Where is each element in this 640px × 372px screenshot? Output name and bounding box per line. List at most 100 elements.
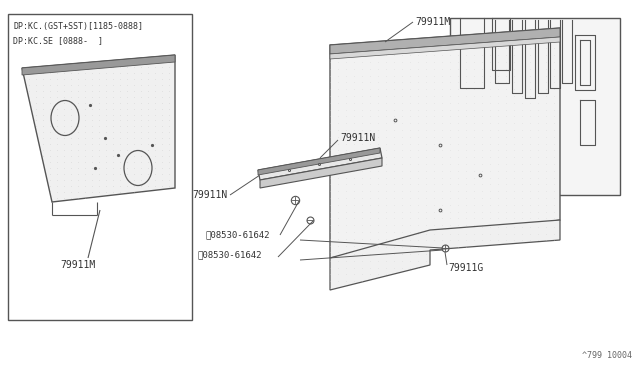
Point <box>437 202 447 208</box>
Point <box>80 112 90 118</box>
Point <box>164 100 174 106</box>
Point <box>31 76 41 82</box>
Point <box>445 244 455 250</box>
Point <box>150 177 160 183</box>
Point <box>31 94 41 100</box>
Point <box>115 64 125 70</box>
Point <box>129 135 139 141</box>
Point <box>477 154 487 160</box>
Point <box>101 124 111 129</box>
Point <box>493 86 503 92</box>
Point <box>349 249 359 255</box>
Point <box>533 39 543 45</box>
Point <box>389 215 399 221</box>
Point <box>115 159 125 165</box>
Point <box>341 174 351 180</box>
Point <box>501 107 511 113</box>
Point <box>373 100 383 106</box>
Point <box>429 147 439 153</box>
Point <box>533 147 543 153</box>
Point <box>31 118 41 124</box>
Point <box>381 107 391 113</box>
Point <box>325 285 335 291</box>
Point <box>517 141 527 147</box>
Point <box>373 182 383 187</box>
Point <box>341 278 351 284</box>
Point <box>365 272 375 278</box>
Point <box>325 222 335 228</box>
Point <box>45 94 55 100</box>
Point <box>477 209 487 215</box>
Point <box>405 80 415 86</box>
Point <box>143 177 153 183</box>
Point <box>413 215 423 221</box>
Point <box>325 154 335 160</box>
Point <box>421 188 431 194</box>
Point <box>349 229 359 235</box>
Point <box>485 39 495 45</box>
Point <box>136 64 146 70</box>
Point <box>115 177 125 183</box>
Point <box>150 82 160 88</box>
Point <box>525 182 535 187</box>
Point <box>157 64 167 70</box>
Point <box>541 182 551 187</box>
Point <box>66 118 76 124</box>
Point <box>164 112 174 118</box>
Point <box>59 141 69 147</box>
Point <box>541 120 551 126</box>
Point <box>52 165 62 171</box>
Point <box>333 127 343 133</box>
Point <box>45 171 55 177</box>
Point <box>80 94 90 100</box>
Point <box>122 177 132 183</box>
Point <box>150 64 160 70</box>
Point <box>517 147 527 153</box>
Point <box>389 147 399 153</box>
Point <box>493 39 503 45</box>
Point <box>115 147 125 153</box>
Point <box>333 202 343 208</box>
Point <box>477 32 487 38</box>
Point <box>136 189 146 195</box>
Point <box>533 141 543 147</box>
Point <box>501 168 511 174</box>
Point <box>389 229 399 235</box>
Point <box>469 120 479 126</box>
Point <box>541 237 551 243</box>
Point <box>341 236 351 242</box>
Point <box>52 189 62 195</box>
Point <box>333 45 343 51</box>
Point <box>381 127 391 133</box>
Point <box>461 244 471 250</box>
Point <box>445 195 455 201</box>
Point <box>143 88 153 94</box>
Point <box>143 112 153 118</box>
Bar <box>8 14 192 320</box>
Point <box>413 73 423 78</box>
Point <box>429 73 439 78</box>
Point <box>405 59 415 65</box>
Point <box>421 215 431 221</box>
Point <box>150 135 160 141</box>
Point <box>549 237 559 243</box>
Point <box>421 202 431 208</box>
Point <box>413 182 423 187</box>
Point <box>108 165 118 171</box>
Point <box>365 113 375 119</box>
Point <box>341 113 351 119</box>
Point <box>341 182 351 187</box>
Point <box>115 135 125 141</box>
Point <box>533 120 543 126</box>
Point <box>445 73 455 78</box>
Point <box>389 107 399 113</box>
Point <box>477 141 487 147</box>
Point <box>429 231 439 237</box>
Point <box>413 195 423 201</box>
Point <box>461 209 471 215</box>
Point <box>397 243 407 248</box>
Point <box>365 222 375 228</box>
Point <box>453 39 463 45</box>
Point <box>437 154 447 160</box>
Point <box>31 82 41 88</box>
